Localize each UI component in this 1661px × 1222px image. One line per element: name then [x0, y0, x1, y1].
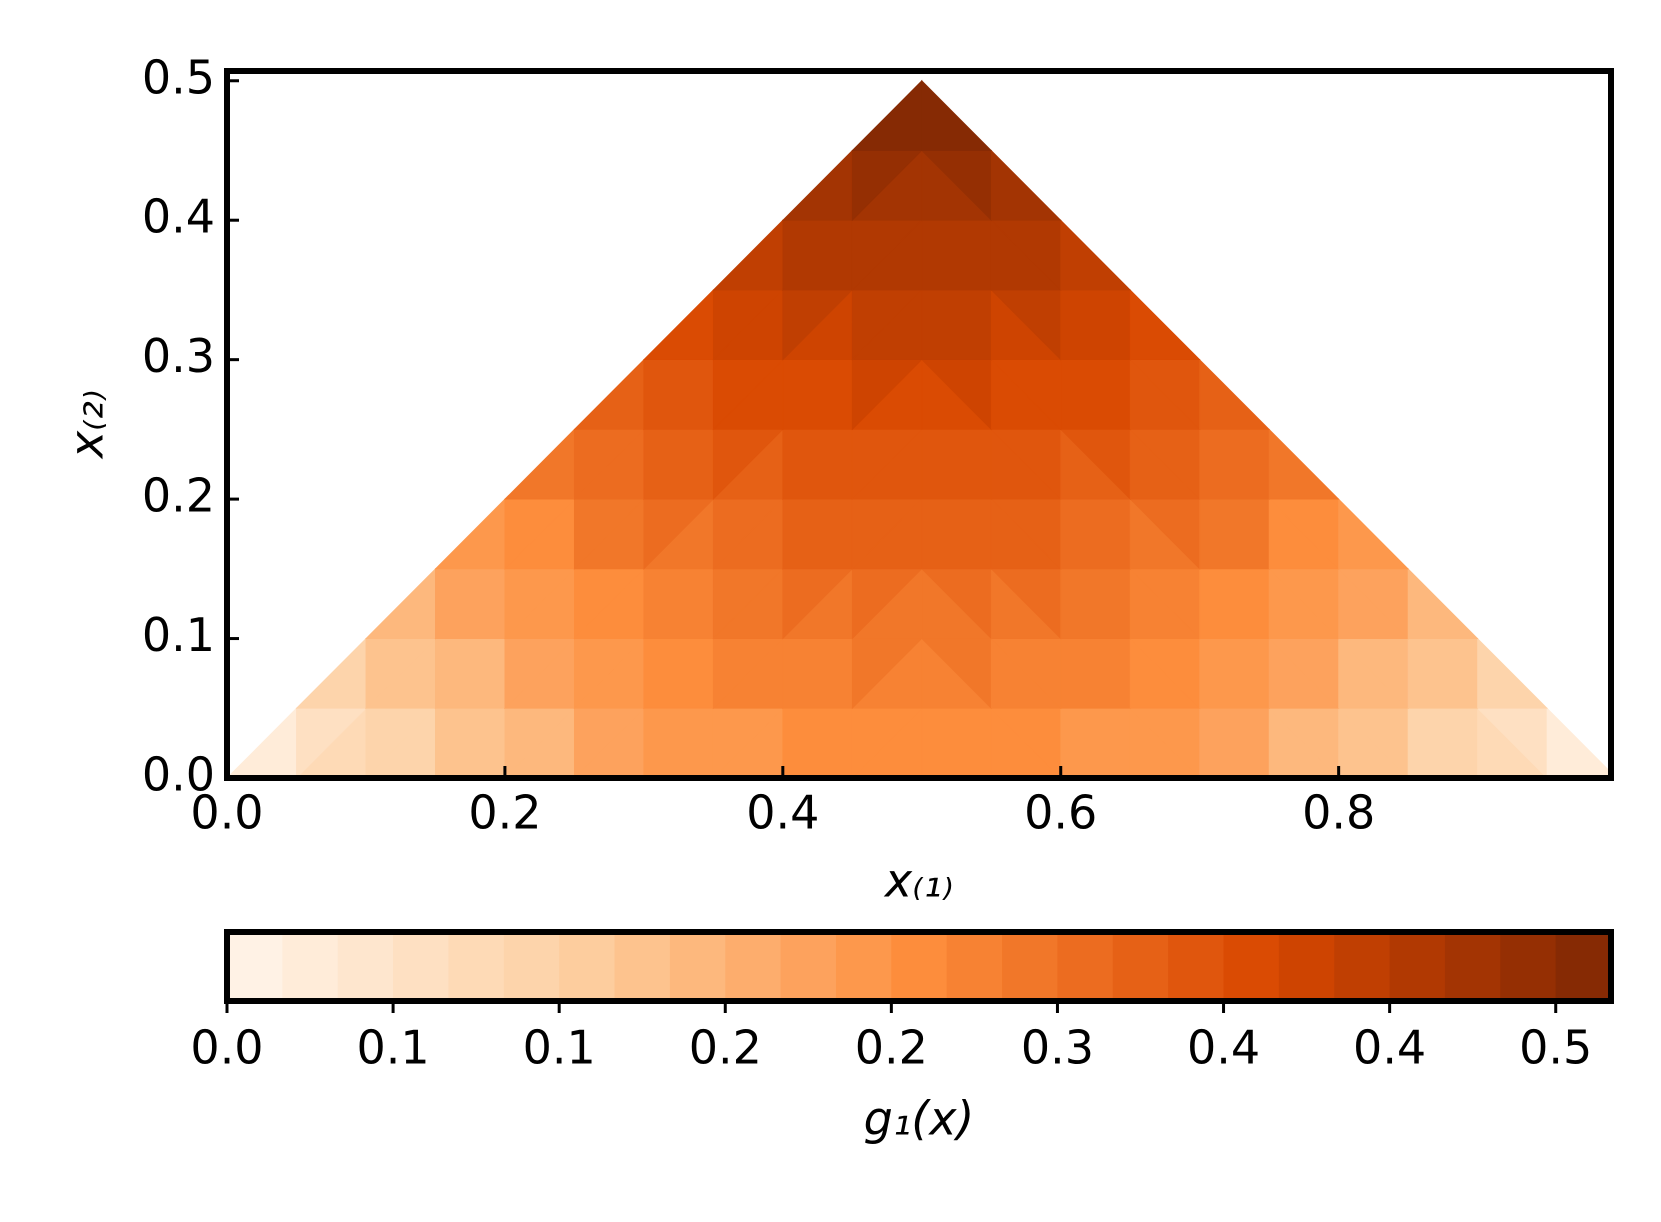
colorbar-band [559, 932, 616, 1001]
colorbar-band [393, 932, 450, 1001]
contour-cell [921, 79, 993, 151]
colorbar-band [1112, 932, 1169, 1001]
contour-cell [990, 149, 1062, 221]
contour-cell [1129, 288, 1201, 361]
contour-cell [295, 637, 367, 709]
contour-field [227, 79, 1611, 778]
contour-cell [1407, 567, 1479, 639]
x-tick-label: 0.0 [190, 786, 263, 840]
colorbar-band [835, 932, 892, 1001]
colorbar-tick-label: 0.3 [1021, 1021, 1094, 1075]
colorbar-tick-label: 0.0 [190, 1021, 263, 1075]
plot-frame [224, 68, 1614, 781]
colorbar-band [946, 932, 1003, 1001]
colorbar-band [1278, 932, 1335, 1001]
contour-cell [1546, 707, 1611, 778]
colorbar-label: g₁(x) [864, 1092, 975, 1146]
y-tick-label: 0.1 [142, 608, 215, 662]
contour-cell [573, 358, 645, 430]
x-tick-label: 0.6 [1024, 786, 1097, 840]
contour-cell [503, 428, 575, 500]
colorbar-band [1168, 932, 1225, 1001]
x-axis-label: x₍₁₎ [883, 854, 953, 908]
colorbar-band [725, 932, 782, 1001]
x-tick-label: 0.4 [746, 786, 819, 840]
colorbar-band [227, 932, 283, 1001]
y-tick-label: 0.0 [142, 748, 215, 802]
colorbar-band [669, 932, 726, 1001]
colorbar-band [1389, 932, 1446, 1001]
contour-cell [1338, 498, 1410, 570]
contour-cell [227, 707, 297, 778]
colorbar-band [337, 932, 394, 1001]
colorbar-band [614, 932, 671, 1001]
contour-cell [1477, 637, 1549, 709]
colorbar-tick-label: 0.2 [689, 1021, 762, 1075]
colorbar-tick-label: 0.2 [855, 1021, 928, 1075]
y-tick-label: 0.2 [142, 469, 215, 523]
contour-cell [781, 149, 853, 221]
y-tick-label: 0.4 [142, 190, 215, 244]
colorbar-band [1002, 932, 1058, 1001]
colorbar-tick-label: 0.1 [357, 1021, 430, 1075]
colorbar-band [1555, 932, 1612, 1001]
contour-cell [1268, 428, 1340, 500]
x-tick-label: 0.8 [1302, 786, 1375, 840]
contour-cell [712, 219, 784, 291]
colorbar-band [448, 932, 505, 1001]
colorbar-tick-label: 0.5 [1519, 1021, 1592, 1075]
y-tick-label: 0.3 [142, 329, 215, 383]
y-axis-label: x₍₂₎ [60, 390, 114, 460]
contour-cell [1060, 219, 1132, 291]
y-tick-label: 0.5 [142, 50, 215, 104]
contour-cell [851, 79, 923, 151]
colorbar-band [891, 932, 948, 1001]
colorbar-band [1500, 932, 1557, 1001]
x-tick-label: 0.2 [468, 786, 541, 840]
colorbar-band [282, 932, 339, 1001]
colorbar-band [1334, 932, 1391, 1001]
colorbar-frame [224, 929, 1614, 1004]
colorbar-band [503, 932, 560, 1001]
colorbar-band [1057, 932, 1114, 1001]
colorbar-tick-label: 0.4 [1187, 1021, 1260, 1075]
colorbar-tick-label: 0.4 [1353, 1021, 1426, 1075]
colorbar-band [780, 932, 837, 1001]
contour-cell [642, 288, 714, 361]
colorbar-band [1444, 932, 1501, 1001]
colorbar-band [1223, 932, 1280, 1001]
contour-cell [364, 567, 436, 639]
contour-cell [434, 498, 506, 570]
colorbar-tick-label: 0.1 [523, 1021, 596, 1075]
contour-cell [1199, 358, 1271, 430]
